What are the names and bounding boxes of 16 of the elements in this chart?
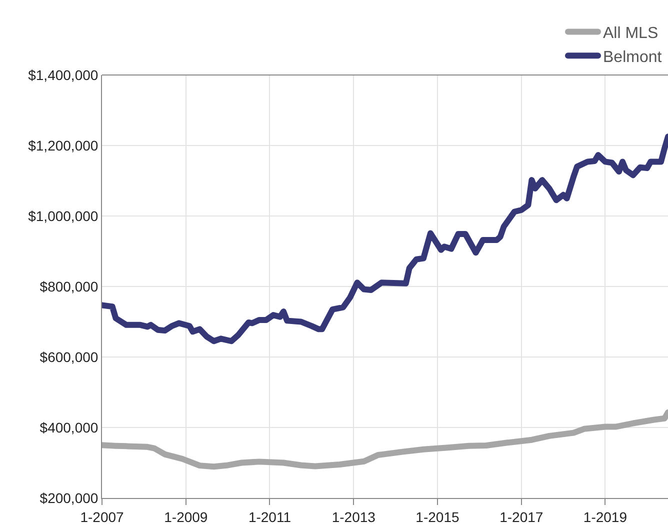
y-tick-label: $1,400,000 bbox=[28, 66, 98, 83]
y-tick-label: $800,000 bbox=[40, 278, 98, 294]
legend-label: Belmont bbox=[603, 48, 662, 66]
legend-label: All MLS bbox=[603, 25, 658, 42]
y-tick-label: $1,000,000 bbox=[28, 208, 98, 224]
y-tick-label: $1,200,000 bbox=[28, 137, 98, 154]
x-tick-label: 1-2011 bbox=[248, 508, 292, 525]
x-tick-label: 1-2009 bbox=[164, 508, 208, 525]
x-tick-label: 1-2017 bbox=[500, 508, 544, 525]
x-tick-label: 1-2013 bbox=[332, 508, 376, 525]
y-tick-label: $600,000 bbox=[40, 348, 98, 365]
x-tick-label: 1-2015 bbox=[416, 508, 460, 525]
y-tick-label: $400,000 bbox=[40, 419, 98, 436]
y-tick-label: $200,000 bbox=[40, 490, 98, 506]
x-tick-label: 1-2019 bbox=[583, 508, 628, 525]
x-tick-label: 1-2007 bbox=[80, 508, 124, 525]
